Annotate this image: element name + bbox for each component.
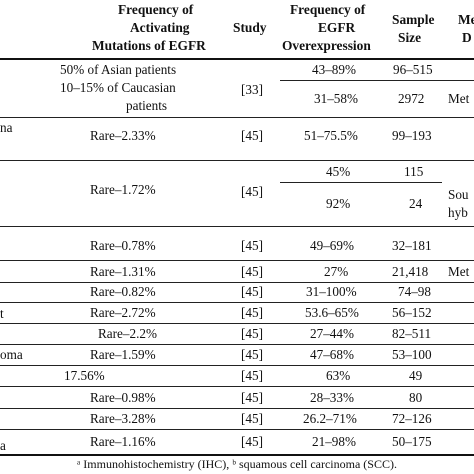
cell-sample-size: 50–175 [392, 434, 432, 449]
cell-activating: Rare–0.78% [90, 238, 156, 253]
cell-activating: Rare–0.98% [90, 390, 156, 405]
cell-overexpression: 21–98% [312, 434, 356, 449]
cell-overexpression: 53.6–65% [305, 305, 359, 320]
cell-overexpression: 63% [326, 368, 351, 383]
cell-study: [45] [241, 305, 263, 320]
cell-study: [45] [241, 390, 263, 405]
cell-study: [45] [241, 434, 263, 449]
cell-overexpression: 49–69% [310, 238, 354, 253]
left-fragment: na [0, 120, 13, 135]
cell-overexpression: 45% [326, 164, 351, 179]
row-rule [0, 160, 474, 161]
row-rule [280, 80, 474, 81]
cell-activating: Rare–2.33% [90, 128, 156, 143]
cell-sample-size: 49 [409, 368, 423, 383]
header-sample-line1: Sample [392, 12, 435, 27]
left-fragment: a [0, 438, 6, 453]
row-rule [0, 302, 474, 303]
cell-overexpression: 92% [326, 196, 351, 211]
cell-activating: Rare–2.72% [90, 305, 156, 320]
cell-study: [45] [241, 368, 263, 383]
cell-sample-size: 32–181 [392, 238, 432, 253]
row-rule [0, 386, 474, 387]
table-footnote: ᵃ Immunohistochemistry (IHC), ᵇ squamous… [77, 457, 397, 471]
row-rule [0, 365, 474, 366]
cell-activating: Rare–1.72% [90, 182, 156, 197]
header-freq-activating-line3: Mutations of EGFR [92, 38, 206, 53]
cell-study: [45] [241, 284, 263, 299]
left-fragment: oma [0, 347, 23, 362]
cell-activating: Rare–1.31% [90, 264, 156, 279]
cell-sample-size: 21,418 [392, 264, 429, 279]
header-sample-line2: Size [398, 30, 422, 45]
cell-study: [45] [241, 347, 263, 362]
header-method-line2: D [462, 30, 472, 45]
cell-study: [33] [241, 82, 263, 97]
header-freq-activating-line1: Frequency of [118, 2, 194, 17]
row-rule [0, 323, 474, 324]
table-bottom-rule [0, 454, 474, 456]
cell-study: [45] [241, 238, 263, 253]
row-rule [0, 226, 474, 227]
row-rule [0, 260, 474, 261]
cell-sample-size: 74–98 [398, 284, 431, 299]
cell-activating: patients [126, 98, 168, 113]
cell-activating: Rare–3.28% [90, 411, 156, 426]
cell-activating: Rare–0.82% [90, 284, 156, 299]
cell-sample-size: 72–126 [392, 411, 432, 426]
cell-sample-size: 24 [409, 196, 423, 211]
header-freq-activating-line2: Activating [130, 20, 190, 35]
cell-sample-size: 53–100 [392, 347, 432, 362]
row-rule [0, 408, 474, 409]
cell-study: [45] [241, 411, 263, 426]
cell-overexpression: 27% [324, 264, 349, 279]
cell-overexpression: 51–75.5% [304, 128, 358, 143]
cell-study: [45] [241, 184, 263, 199]
cell-sample-size: 80 [409, 390, 423, 405]
cell-study: [45] [241, 264, 263, 279]
cell-sample-size: 115 [404, 164, 424, 179]
row-rule [0, 429, 474, 430]
cell-activating: 17.56% [64, 368, 105, 383]
row-rule [0, 282, 474, 283]
cell-overexpression: 31–100% [306, 284, 357, 299]
cell-method: Sou [448, 187, 469, 202]
cell-sample-size: 96–515 [393, 62, 433, 77]
cell-study: [45] [241, 326, 263, 341]
cell-overexpression: 28–33% [310, 390, 354, 405]
row-rule [0, 344, 474, 345]
header-freq-overexpr-line3: Overexpression [282, 38, 371, 53]
cell-overexpression: 43–89% [312, 62, 356, 77]
cell-activating: Rare–1.16% [90, 434, 156, 449]
cell-overexpression: 26.2–71% [303, 411, 357, 426]
cell-sample-size: 56–152 [392, 305, 432, 320]
cell-method: hyb [448, 205, 468, 220]
cell-sample-size: 99–193 [392, 128, 432, 143]
cell-activating: Rare–1.59% [90, 347, 156, 362]
header-rule [0, 58, 474, 60]
cell-study: [45] [241, 128, 263, 143]
cell-sample-size: 82–511 [392, 326, 432, 341]
cell-overexpression: 27–44% [310, 326, 354, 341]
cell-method: Met [448, 91, 470, 106]
cell-overexpression: 47–68% [310, 347, 354, 362]
cell-activating: Rare–2.2% [98, 326, 157, 341]
header-method-line1: Me [458, 12, 474, 27]
cell-sample-size: 2972 [398, 91, 425, 106]
row-rule [0, 117, 474, 118]
cell-activating: 50% of Asian patients [60, 62, 177, 77]
header-study: Study [233, 20, 267, 35]
row-rule [280, 182, 442, 183]
header-freq-overexpr-line1: Frequency of [290, 2, 366, 17]
left-fragment: t [0, 306, 4, 321]
header-freq-overexpr-line2: EGFR [318, 20, 356, 35]
cell-overexpression: 31–58% [314, 91, 358, 106]
cell-activating: 10–15% of Caucasian [60, 80, 176, 95]
cell-method: Met [448, 264, 470, 279]
